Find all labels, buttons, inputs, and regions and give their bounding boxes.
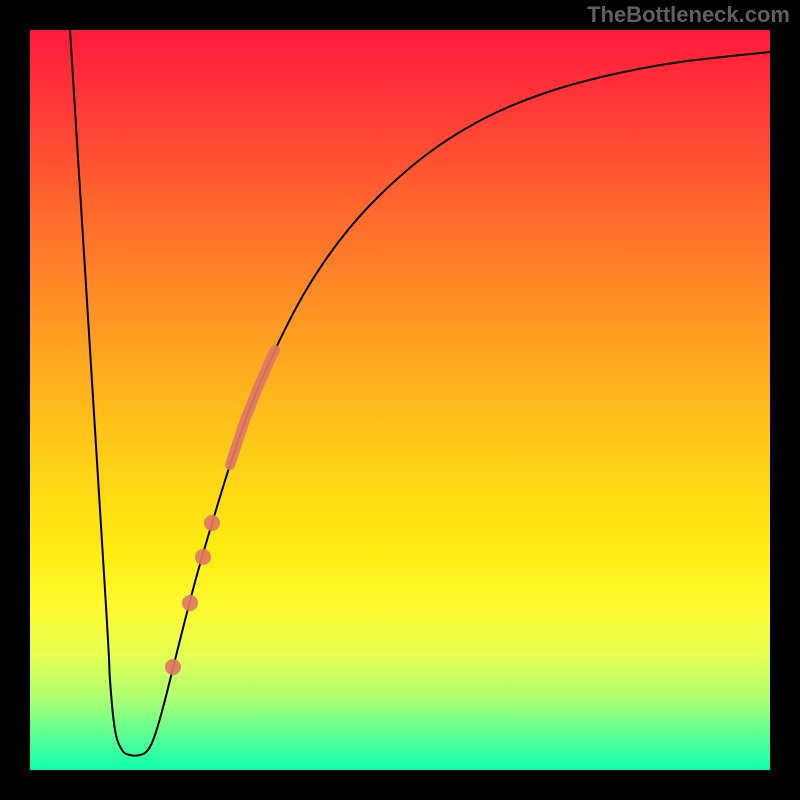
- marker-dot: [165, 659, 181, 675]
- plot-area: [30, 30, 770, 770]
- chart-svg: [30, 30, 770, 770]
- marker-dot: [204, 515, 220, 531]
- marker-dot: [195, 549, 211, 565]
- marker-dot: [182, 595, 198, 611]
- chart-container: TheBottleneck.com: [0, 0, 800, 800]
- highlight-segment: [230, 350, 275, 465]
- bottleneck-curve: [70, 30, 770, 756]
- watermark-text: TheBottleneck.com: [587, 2, 790, 28]
